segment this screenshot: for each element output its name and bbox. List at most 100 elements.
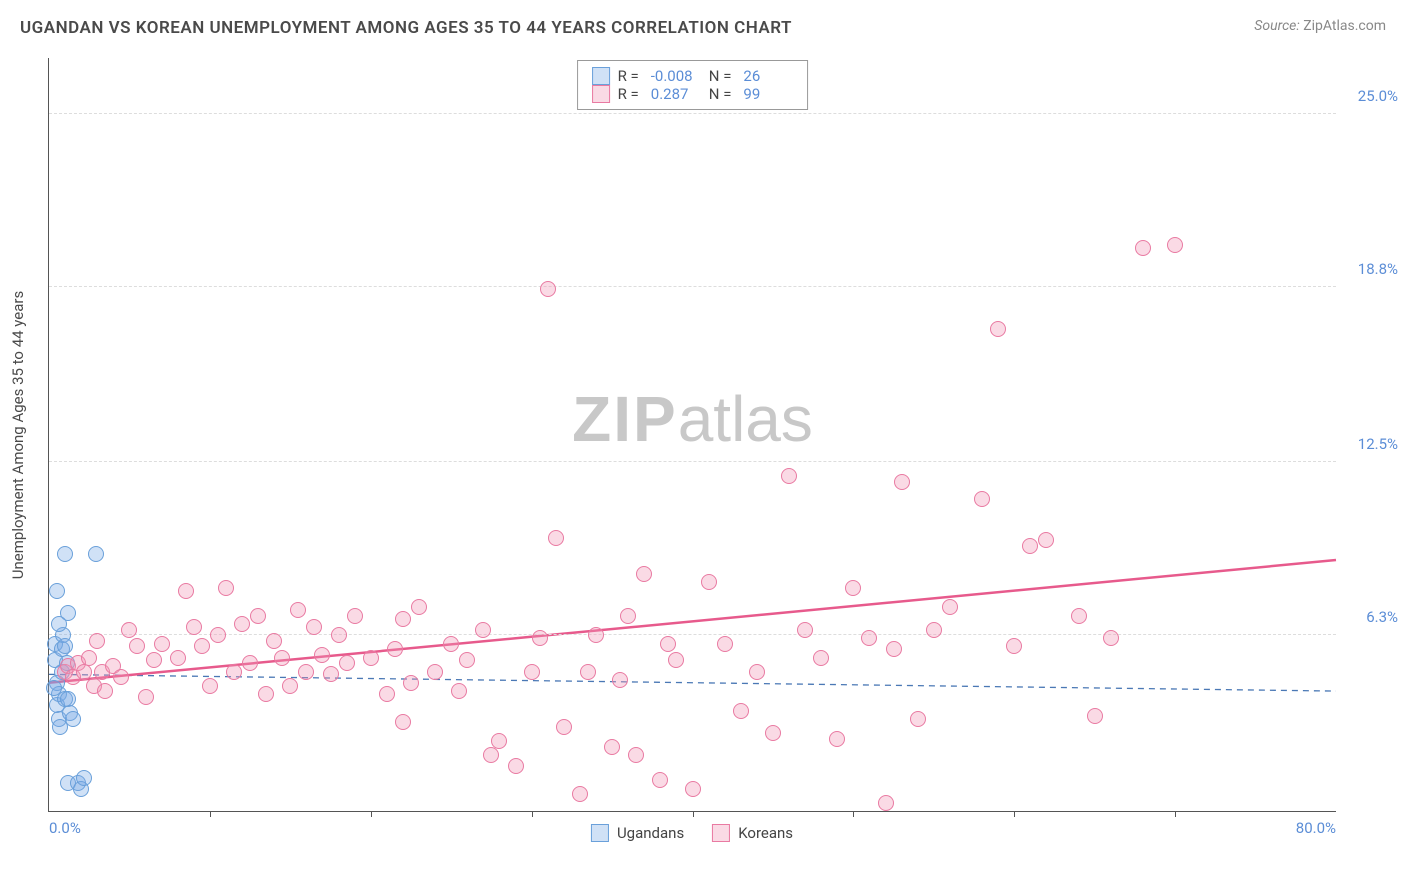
legend-r-value: 0.287 xyxy=(651,85,701,103)
data-point xyxy=(81,650,97,666)
data-point xyxy=(580,664,596,680)
data-point xyxy=(266,633,282,649)
trend-line xyxy=(49,674,1336,691)
legend-row: R =-0.008N =26 xyxy=(592,67,794,85)
legend-r-label: R = xyxy=(618,85,639,103)
data-point xyxy=(451,683,467,699)
data-point xyxy=(829,731,845,747)
x-tick-label: 0.0% xyxy=(49,819,81,837)
data-point xyxy=(306,619,322,635)
data-point xyxy=(668,652,684,668)
data-point xyxy=(685,781,701,797)
legend-swatch xyxy=(712,824,730,842)
data-point xyxy=(314,647,330,663)
x-tick-mark xyxy=(532,811,533,817)
data-point xyxy=(138,689,154,705)
data-point xyxy=(57,546,73,562)
data-point xyxy=(1071,608,1087,624)
data-point xyxy=(170,650,186,666)
legend-n-value: 99 xyxy=(743,85,793,103)
data-point xyxy=(652,772,668,788)
legend-series: Ugandans Koreans xyxy=(591,824,793,842)
data-point xyxy=(347,608,363,624)
data-point xyxy=(628,747,644,763)
data-point xyxy=(620,608,636,624)
legend-r-label: R = xyxy=(618,67,639,85)
data-point xyxy=(403,675,419,691)
data-point xyxy=(733,703,749,719)
data-point xyxy=(52,719,68,735)
legend-swatch xyxy=(592,67,610,85)
legend-item: Koreans xyxy=(712,824,793,842)
chart-area: Unemployment Among Ages 35 to 44 years Z… xyxy=(48,58,1336,812)
header: UGANDAN VS KOREAN UNEMPLOYMENT AMONG AGE… xyxy=(0,0,1406,48)
data-point xyxy=(1103,630,1119,646)
data-point xyxy=(548,530,564,546)
data-point xyxy=(475,622,491,638)
data-point xyxy=(491,733,507,749)
x-tick-label: 80.0% xyxy=(1296,819,1336,837)
data-point xyxy=(1022,538,1038,554)
data-point xyxy=(1038,532,1054,548)
gridline-h xyxy=(49,461,1336,462)
data-point xyxy=(178,583,194,599)
legend-swatch xyxy=(592,85,610,103)
data-point xyxy=(89,633,105,649)
data-point xyxy=(660,636,676,652)
y-axis-label: Unemployment Among Ages 35 to 44 years xyxy=(9,291,27,579)
legend-label: Koreans xyxy=(738,824,793,842)
y-tick-label: 18.8% xyxy=(1358,260,1398,278)
legend-row: R =0.287N =99 xyxy=(592,85,794,103)
data-point xyxy=(97,683,113,699)
source-prefix: Source: xyxy=(1254,18,1299,34)
data-point xyxy=(508,758,524,774)
gridline-h xyxy=(49,113,1336,114)
data-point xyxy=(765,725,781,741)
data-point xyxy=(861,630,877,646)
x-tick-mark xyxy=(693,811,694,817)
data-point xyxy=(636,566,652,582)
data-point xyxy=(532,630,548,646)
source-credit: Source: ZipAtlas.com xyxy=(1254,18,1386,38)
data-point xyxy=(121,622,137,638)
data-point xyxy=(51,616,67,632)
plot-region: ZIPatlas R =-0.008N =26R =0.287N =99 6.3… xyxy=(48,58,1336,812)
legend-n-label: N = xyxy=(709,67,732,85)
x-tick-mark xyxy=(210,811,211,817)
y-tick-label: 25.0% xyxy=(1358,87,1398,105)
data-point xyxy=(339,655,355,671)
data-point xyxy=(331,627,347,643)
data-point xyxy=(298,664,314,680)
x-tick-mark xyxy=(1014,811,1015,817)
legend-swatch xyxy=(591,824,609,842)
data-point xyxy=(290,602,306,618)
data-point xyxy=(443,636,459,652)
data-point xyxy=(88,546,104,562)
data-point xyxy=(717,636,733,652)
x-tick-mark xyxy=(371,811,372,817)
data-point xyxy=(242,655,258,671)
data-point xyxy=(49,583,65,599)
legend-label: Ugandans xyxy=(617,824,684,842)
data-point xyxy=(194,638,210,654)
data-point xyxy=(411,599,427,615)
data-point xyxy=(1006,638,1022,654)
data-point xyxy=(612,672,628,688)
data-point xyxy=(395,714,411,730)
data-point xyxy=(781,468,797,484)
data-point xyxy=(990,321,1006,337)
data-point xyxy=(282,678,298,694)
data-point xyxy=(186,619,202,635)
data-point xyxy=(556,719,572,735)
data-point xyxy=(459,652,475,668)
data-point xyxy=(701,574,717,590)
chart-title: UGANDAN VS KOREAN UNEMPLOYMENT AMONG AGE… xyxy=(20,18,792,38)
legend-item: Ugandans xyxy=(591,824,684,842)
data-point xyxy=(218,580,234,596)
data-point xyxy=(202,678,218,694)
data-point xyxy=(1167,237,1183,253)
legend-r-value: -0.008 xyxy=(651,67,701,85)
source-name: ZipAtlas.com xyxy=(1303,18,1386,34)
data-point xyxy=(749,664,765,680)
data-point xyxy=(226,664,242,680)
